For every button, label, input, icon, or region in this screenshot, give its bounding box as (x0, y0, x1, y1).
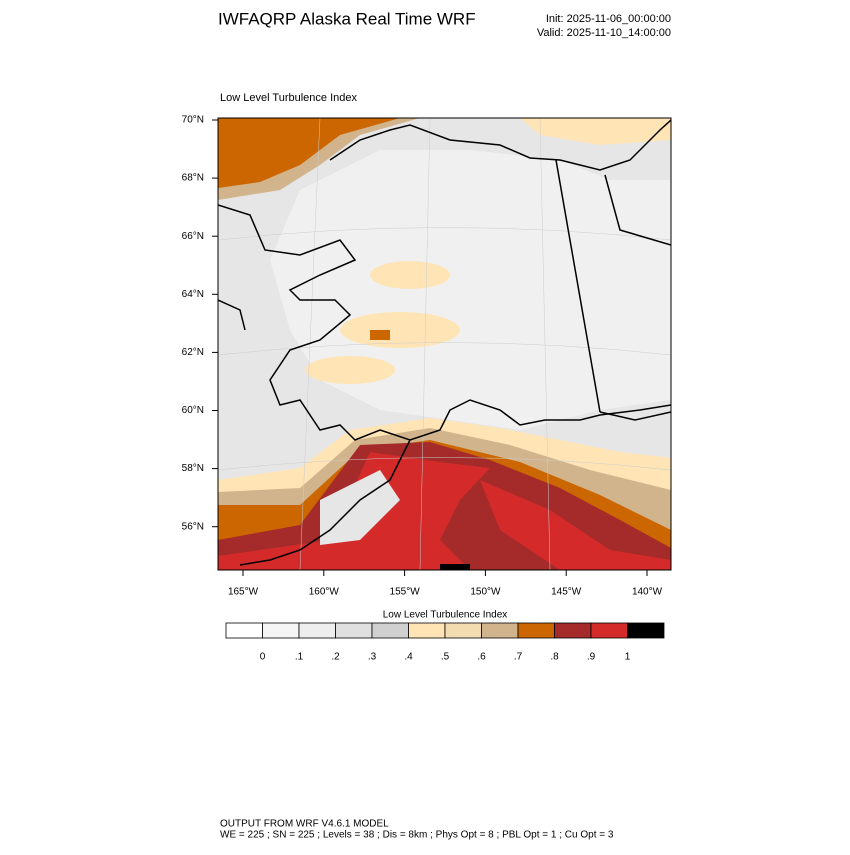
colorbar-box (298, 622, 336, 639)
lat-label: 56°N (182, 521, 204, 532)
lon-label: 140°W (632, 587, 663, 598)
init-time: Init: 2025-11-06_00:00:00 (546, 13, 671, 25)
lon-label: 150°W (470, 587, 501, 598)
colorbar-label: 1 (625, 652, 631, 663)
colorbar-label: .7 (514, 652, 523, 663)
lat-label: 58°N (182, 463, 204, 474)
map-title: Low Level Turbulence Index (220, 92, 357, 104)
colorbar-box (225, 622, 263, 639)
lat-label: 60°N (182, 405, 204, 416)
colorbar-label: .3 (368, 652, 377, 663)
colorbar-label: .5 (441, 652, 450, 663)
lon-label: 160°W (309, 587, 340, 598)
colorbar-label: .6 (477, 652, 486, 663)
valid-time: Valid: 2025-11-10_14:00:00 (537, 27, 671, 39)
colorbar-box (627, 622, 665, 639)
colorbar-label: 0 (260, 652, 266, 663)
colorbar-box (262, 622, 300, 639)
colorbar-box (371, 622, 409, 639)
colorbar-label: .2 (331, 652, 340, 663)
colorbar-title: Low Level Turbulence Index (383, 610, 508, 621)
title: IWFAQRP Alaska Real Time WRF (218, 9, 476, 28)
colorbar-box (335, 622, 373, 639)
lat-label: 62°N (182, 347, 204, 358)
lat-label: 70°N (182, 115, 204, 126)
lon-label: 155°W (390, 587, 421, 598)
lon-label: 145°W (551, 587, 582, 598)
colorbar-box (554, 622, 592, 639)
lat-label: 68°N (182, 173, 204, 184)
colorbar-label: .8 (550, 652, 559, 663)
colorbar-box (481, 622, 519, 639)
colorbar-box (444, 622, 482, 639)
lon-label: 165°W (228, 587, 259, 598)
colorbar-label: .9 (587, 652, 596, 663)
footer-line: WE = 225 ; SN = 225 ; Levels = 38 ; Dis … (220, 830, 614, 841)
lat-label: 64°N (182, 289, 204, 300)
footer-line: OUTPUT FROM WRF V4.6.1 MODEL (220, 819, 389, 830)
colorbar-box (590, 622, 628, 639)
colorbar-box (408, 622, 446, 639)
map-field (217, 117, 672, 571)
lat-label: 66°N (182, 231, 204, 242)
colorbar-label: .4 (404, 652, 413, 663)
colorbar-box (517, 622, 555, 639)
colorbar-label: .1 (295, 652, 304, 663)
